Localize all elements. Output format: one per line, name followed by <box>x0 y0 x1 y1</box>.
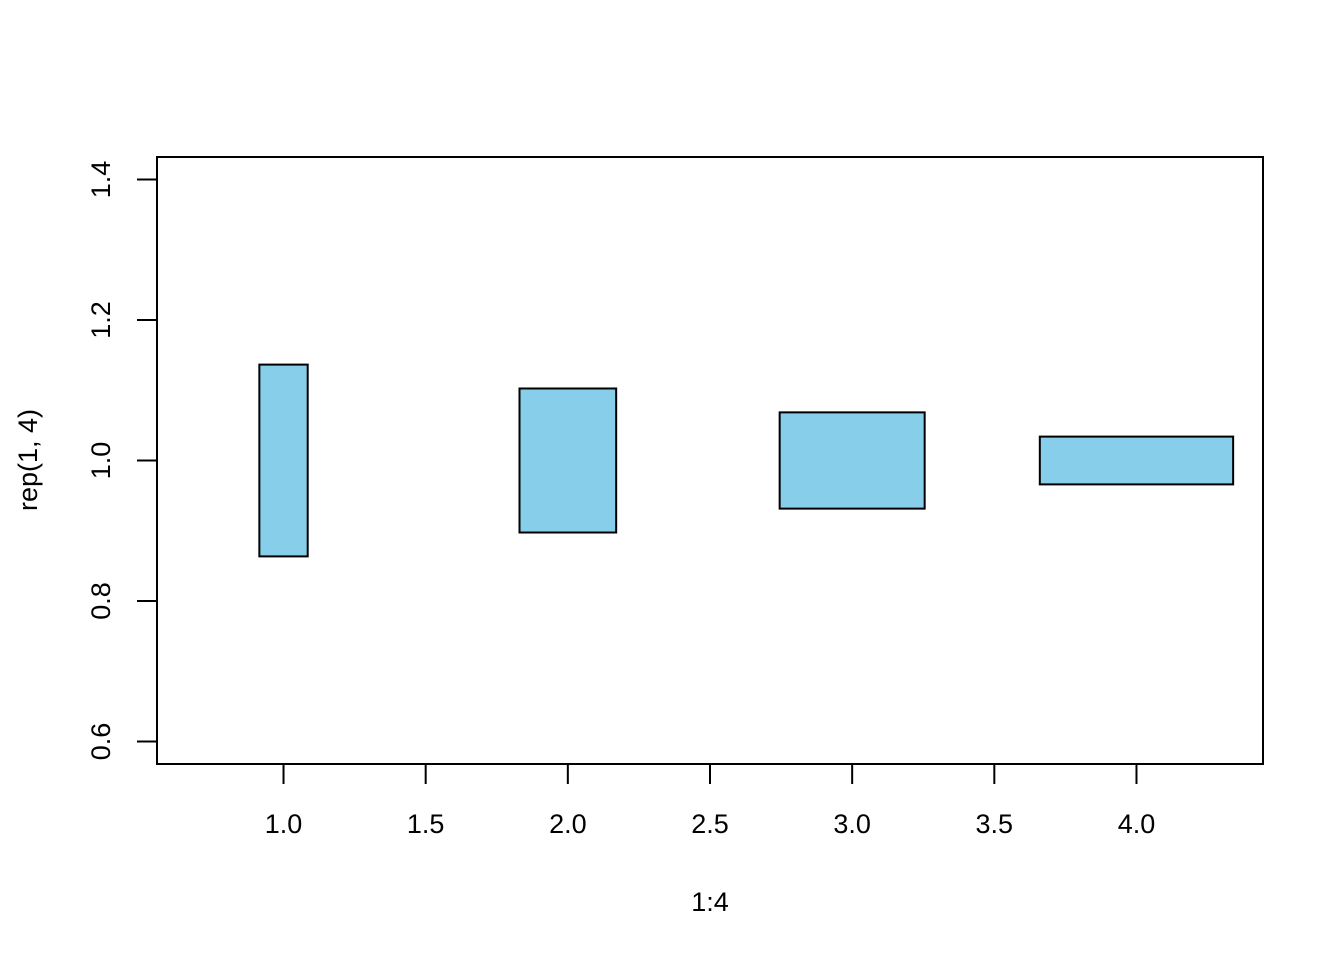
x-tick-label: 2.5 <box>691 809 729 839</box>
y-tick-label: 1.2 <box>86 301 116 339</box>
x-tick-label: 4.0 <box>1118 809 1156 839</box>
rectangle-4 <box>1038 435 1235 486</box>
y-axis: 0.6 0.8 1.0 1.2 1.4 <box>86 161 158 761</box>
x-tick-label: 2.0 <box>549 809 587 839</box>
x-tick-label: 3.0 <box>833 809 871 839</box>
y-tick-label: 0.6 <box>86 723 116 761</box>
rectangle-1 <box>258 363 309 558</box>
x-tick-label: 1.5 <box>407 809 445 839</box>
x-tick-label: 3.5 <box>976 809 1014 839</box>
y-tick-label: 0.8 <box>86 582 116 620</box>
y-tick-label: 1.4 <box>86 161 116 199</box>
x-axis-label: 1:4 <box>691 887 729 917</box>
rectangle-2 <box>518 387 618 534</box>
y-axis-label: rep(1, 4) <box>13 409 43 511</box>
y-tick-label: 1.0 <box>86 442 116 480</box>
rectangles-layer <box>258 363 1235 558</box>
x-tick-label: 1.0 <box>265 809 303 839</box>
x-axis: 1.0 1.5 2.0 2.5 3.0 3.5 4.0 <box>265 763 1156 839</box>
rectangle-3 <box>778 411 926 510</box>
